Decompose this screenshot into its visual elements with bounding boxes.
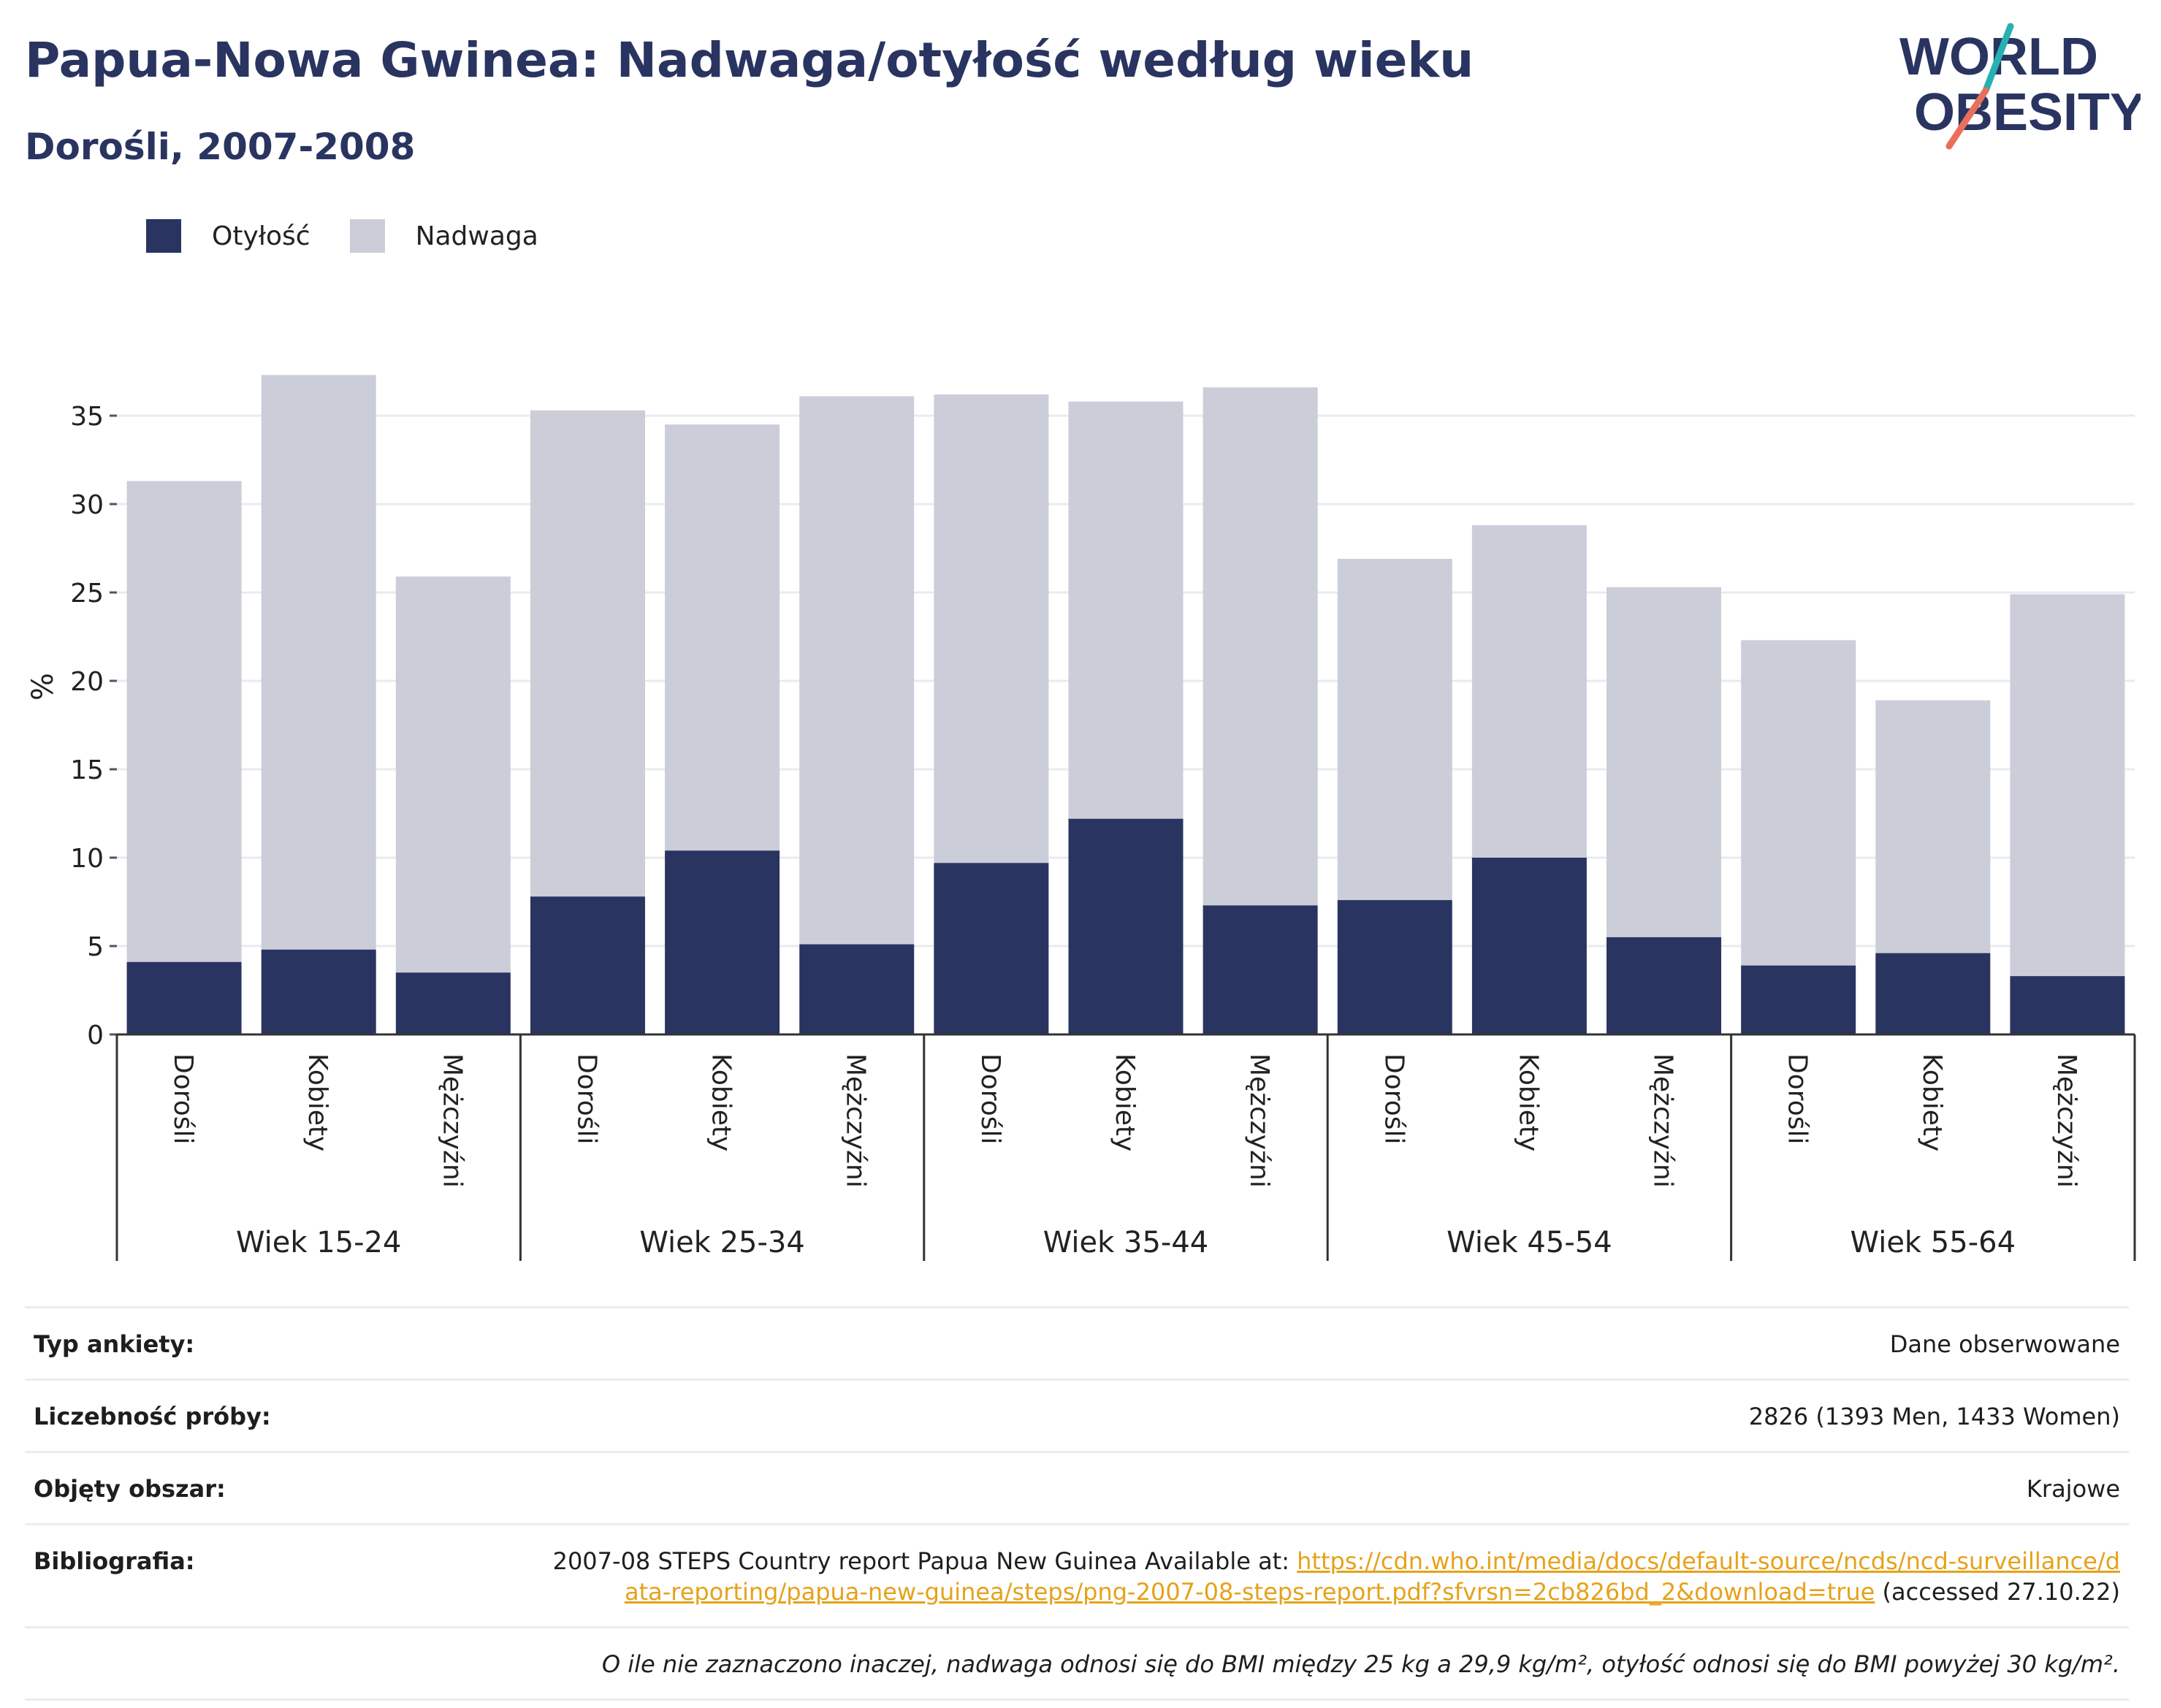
info-row-survey-type: Typ ankiety: Dane obserwowane — [25, 1306, 2129, 1379]
info-value: Krajowe — [2026, 1475, 2120, 1503]
bar-obesity — [1337, 900, 1452, 1034]
info-row-note: O ile nie zaznaczono inaczej, nadwaga od… — [25, 1626, 2129, 1701]
bibliography-prefix: 2007-08 STEPS Country report Papua New G… — [552, 1547, 1297, 1575]
bar-obesity — [799, 944, 915, 1034]
bar-obesity — [261, 949, 376, 1034]
x-group-label: Wiek 35-44 — [1043, 1226, 1209, 1259]
legend-item-obesity[interactable]: Otyłość — [146, 219, 310, 253]
bar-overweight — [126, 481, 242, 962]
legend-swatch-overweight — [349, 219, 385, 253]
info-key: Typ ankiety: — [34, 1330, 195, 1358]
x-category-label: Kobiety — [302, 1053, 332, 1151]
x-group-label: Wiek 55-64 — [1851, 1226, 2016, 1259]
info-value: Dane obserwowane — [1889, 1330, 2120, 1358]
legend-item-overweight[interactable]: Nadwaga — [349, 219, 538, 253]
bar-obesity — [1607, 937, 1722, 1034]
x-category-label: Dorośli — [1783, 1053, 1813, 1145]
bibliography-suffix: (accessed 27.10.22) — [1875, 1578, 2120, 1606]
bar-obesity — [1875, 953, 1991, 1034]
bar-obesity — [530, 896, 645, 1034]
logo-text-obesity: OBESITY — [1914, 83, 2141, 142]
bar-overweight — [1741, 640, 1856, 966]
x-category-label: Kobiety — [1917, 1053, 1947, 1151]
bar-overweight — [261, 375, 376, 950]
x-group-label: Wiek 15-24 — [236, 1226, 402, 1259]
y-axis-label: % — [26, 673, 60, 701]
legend-label-obesity: Otyłość — [212, 221, 310, 251]
bibliography-link[interactable]: https://cdn.who.int/media/docs/default-s… — [624, 1547, 2120, 1606]
x-category-label: Mężczyźni — [437, 1053, 467, 1188]
bar-overweight — [1875, 700, 1991, 953]
legend-label-overweight: Nadwaga — [415, 221, 538, 251]
bar-obesity — [2010, 976, 2125, 1034]
x-category-label: Dorośli — [168, 1053, 198, 1145]
bar-overweight — [530, 410, 645, 897]
logo-slash-coral — [1945, 87, 1989, 150]
bar-overweight — [395, 576, 511, 973]
y-tick-label: 0 — [87, 1021, 104, 1051]
bar-overweight — [1607, 587, 1722, 937]
x-category-label: Mężczyźni — [841, 1053, 871, 1188]
info-value: 2007-08 STEPS Country report Papua New G… — [542, 1546, 2120, 1607]
x-category-label: Kobiety — [706, 1053, 736, 1151]
world-obesity-logo: WORLD OBESITY — [1899, 23, 2141, 150]
x-category-label: Mężczyźni — [1244, 1053, 1274, 1188]
x-category-label: Kobiety — [1110, 1053, 1140, 1151]
chart-title: Papua-Nowa Gwinea: Nadwaga/otyłość wedłu… — [25, 32, 1474, 88]
y-tick-label: 20 — [70, 667, 104, 697]
definition-note: O ile nie zaznaczono inaczej, nadwaga od… — [601, 1650, 2120, 1678]
y-tick-label: 15 — [70, 755, 104, 785]
info-row-area-covered: Objęty obszar: Krajowe — [25, 1451, 2129, 1523]
y-tick-label: 30 — [70, 490, 104, 520]
bar-obesity — [395, 972, 511, 1034]
bar-overweight — [1471, 525, 1587, 858]
logo-slash-teal — [1982, 23, 2014, 94]
bar-overweight — [1337, 559, 1452, 901]
bar-overweight — [934, 394, 1049, 863]
y-tick-label: 35 — [70, 402, 104, 432]
x-category-label: Dorośli — [1379, 1053, 1409, 1145]
x-group-label: Wiek 25-34 — [639, 1226, 805, 1259]
info-value: 2826 (1393 Men, 1433 Women) — [1748, 1403, 2120, 1430]
bar-obesity — [1471, 858, 1587, 1034]
bar-overweight — [799, 396, 915, 945]
bar-overweight — [1203, 387, 1318, 906]
bar-obesity — [1068, 818, 1184, 1034]
x-category-label: Kobiety — [1513, 1053, 1543, 1151]
legend-swatch-obesity — [146, 219, 181, 253]
bar-obesity — [126, 961, 242, 1034]
x-group-label: Wiek 45-54 — [1447, 1226, 1612, 1259]
x-category-label: Mężczyźni — [2051, 1053, 2081, 1188]
bar-obesity — [665, 850, 780, 1034]
bar-obesity — [1203, 905, 1318, 1034]
legend: Otyłość Nadwaga — [146, 216, 578, 256]
bar-overweight — [1068, 401, 1184, 819]
info-key: Bibliografia: — [34, 1547, 195, 1575]
bar-overweight — [2010, 594, 2125, 977]
bar-obesity — [1741, 965, 1856, 1034]
info-key: Liczebność próby: — [34, 1403, 271, 1430]
y-tick-label: 5 — [87, 932, 104, 962]
x-category-label: Dorośli — [975, 1053, 1005, 1145]
info-row-bibliography: Bibliografia: 2007-08 STEPS Country repo… — [25, 1523, 2129, 1626]
info-key: Objęty obszar: — [34, 1475, 226, 1503]
info-table: Typ ankiety: Dane obserwowane Liczebność… — [25, 1306, 2129, 1701]
chart-subtitle: Dorośli, 2007-2008 — [25, 126, 416, 168]
x-category-label: Mężczyźni — [1648, 1053, 1678, 1188]
bar-obesity — [934, 863, 1049, 1034]
bar-overweight — [665, 424, 780, 851]
y-tick-label: 25 — [70, 579, 104, 609]
stacked-bar-chart: 0 5 10 15 20 25 30 35% Dorośli Kobiety Mężczyźni Wi… — [26, 375, 2136, 1261]
y-tick-label: 10 — [70, 844, 104, 874]
x-category-label: Dorośli — [571, 1053, 601, 1145]
info-row-sample-size: Liczebność próby: 2826 (1393 Men, 1433 W… — [25, 1379, 2129, 1451]
